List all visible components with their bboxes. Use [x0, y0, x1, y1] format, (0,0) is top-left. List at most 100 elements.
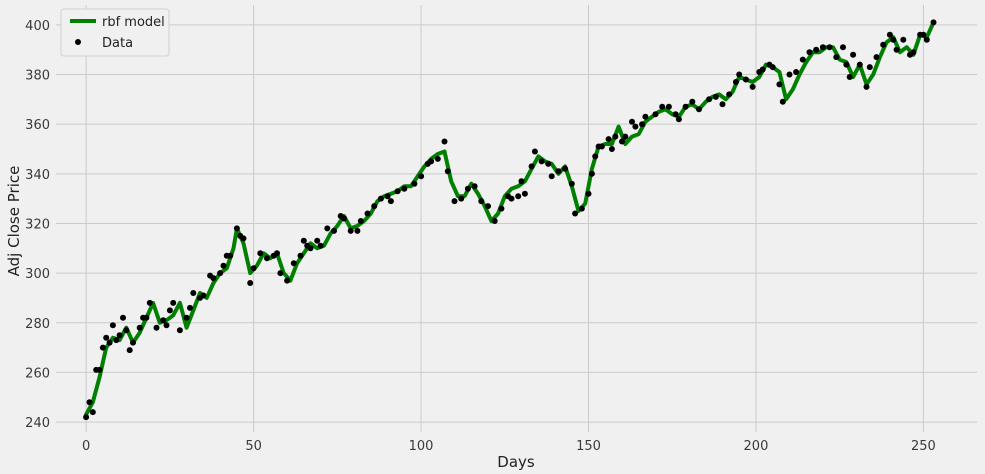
data-point-107 — [622, 133, 629, 140]
y-tick-label-380: 380 — [25, 69, 50, 84]
data-point-47 — [290, 260, 297, 267]
y-tick-label-300: 300 — [25, 267, 50, 282]
data-point-143 — [843, 61, 850, 68]
data-point-105 — [612, 133, 619, 140]
data-point-159 — [923, 36, 930, 43]
data-point-39 — [247, 280, 254, 286]
data-point-7 — [106, 339, 113, 346]
data-point-127 — [749, 83, 756, 90]
data-point-122 — [719, 101, 726, 108]
legend-label-data: Data — [102, 36, 133, 51]
legend-label-model: rbf model — [102, 15, 165, 30]
data-point-38 — [240, 235, 247, 242]
x-tick-labels: 0 50 100 150 200 250 — [82, 439, 936, 454]
data-point-133 — [779, 98, 786, 105]
x-tick-label-50: 50 — [245, 439, 262, 454]
y-tick-label-400: 400 — [25, 19, 50, 34]
data-point-68 — [411, 180, 418, 187]
data-point-142 — [840, 44, 846, 51]
data-point-73 — [441, 138, 448, 145]
data-point-97 — [578, 205, 585, 212]
data-point-18 — [146, 299, 153, 306]
data-point-74 — [444, 168, 451, 175]
data-point-32 — [217, 270, 224, 277]
data-point-21 — [163, 322, 170, 329]
data-point-138 — [813, 46, 820, 53]
y-tick-label-240: 240 — [25, 416, 50, 431]
data-point-123 — [726, 91, 733, 98]
grid — [56, 5, 977, 432]
data-point-48 — [297, 252, 304, 259]
data-point-136 — [799, 56, 806, 63]
data-point-94 — [562, 165, 569, 172]
data-point-55 — [331, 227, 337, 234]
data-point-141 — [833, 54, 840, 61]
data-point-114 — [665, 103, 672, 110]
data-point-20 — [160, 317, 167, 324]
data-point-22 — [166, 307, 173, 314]
data-point-33 — [220, 262, 227, 269]
data-point-120 — [706, 96, 713, 103]
data-point-17 — [143, 314, 150, 321]
series-line-rbf-model — [84, 20, 936, 417]
data-point-0 — [83, 414, 90, 421]
data-point-35 — [227, 252, 234, 259]
data-point-160 — [930, 19, 937, 26]
data-point-126 — [742, 76, 749, 83]
data-point-41 — [257, 250, 264, 257]
x-tick-label-250: 250 — [911, 439, 936, 454]
data-point-131 — [769, 64, 776, 71]
data-point-87 — [521, 190, 528, 197]
data-point-69 — [418, 173, 425, 180]
data-point-66 — [394, 188, 401, 195]
data-point-115 — [672, 111, 679, 118]
data-point-72 — [434, 155, 441, 162]
data-point-67 — [401, 185, 408, 192]
data-point-23 — [170, 299, 177, 306]
data-point-151 — [886, 31, 893, 38]
data-point-113 — [659, 103, 666, 110]
data-point-26 — [187, 304, 193, 311]
data-point-2 — [89, 409, 96, 416]
data-point-158 — [920, 31, 927, 38]
data-point-12 — [123, 327, 130, 334]
data-point-36 — [233, 225, 240, 232]
data-point-64 — [384, 193, 391, 200]
data-point-62 — [371, 203, 378, 210]
data-point-139 — [819, 44, 826, 51]
data-point-25 — [183, 314, 190, 321]
data-point-119 — [696, 106, 702, 113]
y-tick-label-260: 260 — [25, 366, 50, 381]
x-tick-label-150: 150 — [576, 439, 601, 454]
data-point-8 — [109, 322, 116, 329]
data-point-89 — [531, 148, 538, 155]
data-point-153 — [893, 46, 900, 53]
data-point-40 — [250, 265, 257, 272]
data-point-42 — [264, 255, 270, 262]
data-point-91 — [545, 160, 552, 167]
data-point-95 — [568, 180, 575, 187]
data-point-111 — [642, 113, 649, 120]
data-point-54 — [324, 225, 331, 232]
data-point-90 — [538, 158, 545, 165]
x-tick-label-100: 100 — [409, 439, 434, 454]
data-point-24 — [176, 327, 183, 334]
data-point-88 — [528, 163, 535, 170]
data-point-104 — [608, 146, 615, 152]
data-point-71 — [428, 158, 435, 165]
data-point-93 — [555, 168, 562, 175]
data-point-117 — [682, 103, 689, 110]
data-point-60 — [357, 218, 364, 224]
x-tick-label-0: 0 — [82, 439, 90, 454]
data-point-78 — [471, 183, 478, 190]
data-point-137 — [806, 49, 813, 56]
x-tick-label-200: 200 — [744, 439, 769, 454]
x-axis-label: Days — [497, 453, 535, 471]
data-point-77 — [464, 185, 471, 192]
plot-area — [83, 19, 937, 421]
data-point-99 — [588, 170, 595, 177]
data-point-145 — [850, 51, 857, 58]
legend: rbf model Data — [60, 8, 170, 57]
data-point-92 — [548, 173, 555, 180]
data-point-58 — [347, 227, 354, 234]
